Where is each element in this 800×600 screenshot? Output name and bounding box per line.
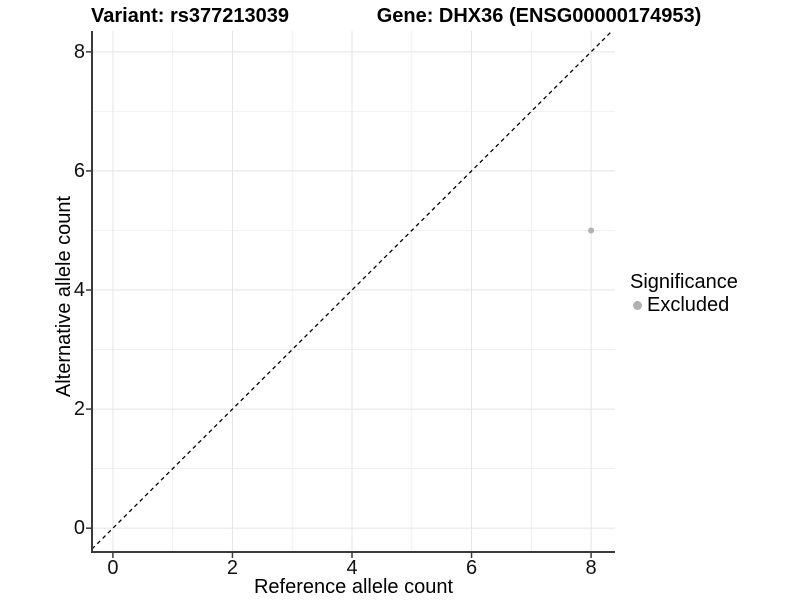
legend-key-dot-icon: [633, 300, 642, 310]
legend: Significance Excluded: [630, 271, 738, 316]
x-tick-label: 0: [107, 557, 119, 579]
x-tick-label: 4: [346, 557, 358, 579]
y-tick-label: 0: [73, 517, 85, 540]
plot-title-variant: Variant: rs377213039: [91, 5, 289, 27]
x-tick-label: 6: [465, 557, 478, 579]
legend-item-label: Excluded: [647, 294, 730, 316]
y-axis-title: Alternative allele count: [53, 195, 75, 398]
legend-item-excluded: Excluded: [630, 294, 738, 316]
x-axis-title: Reference allele count: [253, 576, 453, 598]
data-point: [588, 227, 595, 234]
y-tick-label: 8: [73, 40, 85, 63]
y-tick-label: 4: [73, 279, 85, 301]
y-tick-label: 2: [73, 398, 85, 421]
x-tick-label: 8: [585, 557, 597, 579]
x-tick-label: 2: [226, 557, 239, 579]
legend-title: Significance: [630, 271, 738, 293]
y-tick-label: 6: [73, 159, 85, 182]
plot-title-gene: Gene: DHX36 (ENSG00000174953): [376, 5, 702, 27]
identity-dashed-line: [91, 30, 613, 550]
